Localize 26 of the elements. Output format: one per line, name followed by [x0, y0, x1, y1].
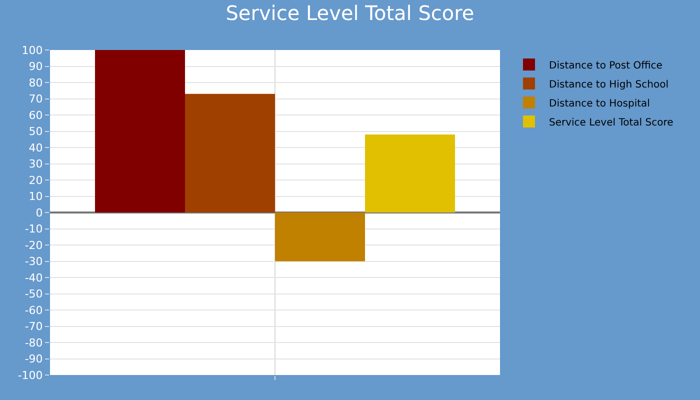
legend-label: Service Level Total Score [549, 117, 674, 128]
y-tick-label: -40 [24, 271, 43, 284]
y-tick-label: 30 [28, 158, 43, 171]
y-tick-label: 50 [28, 125, 43, 138]
y-tick-label: -70 [24, 320, 43, 334]
y-tick-label: -60 [24, 304, 43, 317]
y-tick-label: 100 [22, 44, 43, 57]
y-tick-label: -100 [18, 368, 43, 382]
y-tick-label: -30 [24, 255, 43, 268]
y-tick-label: 40 [28, 141, 43, 154]
legend-label: Distance to High School [549, 79, 668, 90]
y-tick-label: 20 [28, 174, 43, 187]
chart-title: Service Level Total Score [226, 1, 474, 25]
y-tick-label: 80 [28, 76, 43, 90]
y-tick-label: 70 [28, 92, 43, 106]
y-tick-label: 10 [28, 190, 43, 204]
y-tick-label: -50 [24, 288, 43, 301]
y-tick-label: 60 [28, 108, 43, 122]
legend-label: Distance to Hospital [549, 98, 650, 110]
legend-label: Distance to Post Office [549, 60, 662, 72]
y-tick-label: -90 [24, 352, 43, 366]
y-tick-label: -80 [24, 336, 43, 350]
y-tick-label: 0 [36, 206, 43, 220]
y-tick-label: 90 [28, 60, 43, 74]
y-tick-label: -20 [24, 238, 43, 252]
y-tick-label: -10 [24, 222, 43, 236]
